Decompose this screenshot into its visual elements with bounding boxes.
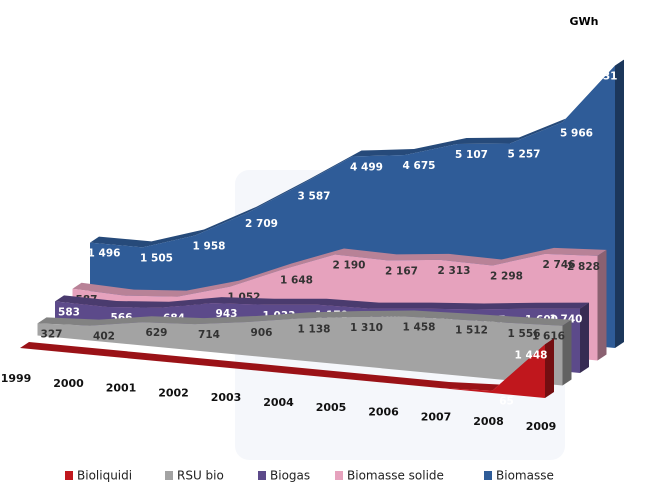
- legend-swatch: [165, 471, 173, 480]
- value-label: 2 709: [245, 218, 278, 230]
- value-label: 2 167: [385, 265, 418, 277]
- area-depth: [37, 310, 572, 326]
- value-label: 1 448: [515, 349, 548, 361]
- legend-swatch: [258, 471, 266, 480]
- value-label: 5 107: [455, 149, 488, 161]
- value-label: 1 505: [140, 252, 173, 264]
- legend-swatch: [335, 471, 343, 480]
- unit-label: GWh: [570, 15, 599, 28]
- area-side: [615, 59, 624, 348]
- value-label: 65: [499, 396, 514, 408]
- legend-label: Biomasse solide: [347, 469, 444, 483]
- area: [37, 316, 563, 386]
- area-side: [545, 338, 554, 398]
- value-label: 2 313: [438, 265, 471, 277]
- value-label: 4 675: [403, 160, 436, 172]
- value-label: 2 298: [490, 270, 523, 282]
- value-label: 1 496: [88, 248, 121, 260]
- value-label: 327: [41, 328, 63, 340]
- area-side: [562, 319, 572, 386]
- area: [20, 344, 545, 398]
- legend-label: RSU bio: [177, 469, 224, 483]
- area-depth: [55, 295, 589, 310]
- area-side: [597, 249, 607, 361]
- value-label: 714: [198, 329, 220, 341]
- x-tick-label: 2001: [106, 382, 137, 395]
- value-label: 2 190: [333, 259, 366, 271]
- value-label: 1 310: [350, 322, 383, 334]
- value-label: 5 966: [560, 127, 593, 139]
- value-label: 1 958: [193, 241, 226, 253]
- area-side: [580, 302, 589, 373]
- x-tick-label: 2007: [421, 410, 452, 423]
- value-label: 906: [251, 327, 273, 339]
- x-tick-label: 2005: [316, 401, 347, 414]
- value-label: 1 648: [280, 275, 313, 287]
- legend-label: Biogas: [270, 469, 310, 483]
- value-label: 1 556: [508, 328, 541, 340]
- value-label: 1 512: [455, 325, 488, 337]
- x-tick-label: 2004: [263, 396, 294, 409]
- x-tick-label: 1999: [1, 372, 32, 385]
- value-label: 5 257: [508, 148, 541, 160]
- value-label: 7 631: [585, 71, 618, 83]
- value-label: 629: [146, 327, 168, 339]
- value-label: 2 746: [543, 259, 576, 271]
- legend-swatch: [484, 471, 492, 480]
- value-label: 3 587: [298, 190, 331, 202]
- legend-label: Bioliquidi: [77, 469, 132, 483]
- x-tick-label: 2006: [368, 406, 399, 419]
- value-label: 4 499: [350, 162, 383, 174]
- value-label: 402: [93, 331, 115, 343]
- value-label: 1 458: [403, 322, 436, 334]
- legend-swatch: [65, 471, 73, 480]
- legend-label: Biomasse: [496, 469, 554, 483]
- x-tick-label: 2008: [473, 415, 504, 428]
- value-label: 1 616: [532, 331, 565, 343]
- x-tick-label: 2009: [526, 420, 557, 433]
- value-label: 2 828: [567, 261, 600, 273]
- value-label: 1 138: [298, 323, 331, 335]
- x-tick-label: 2000: [53, 377, 84, 390]
- x-tick-label: 2003: [211, 391, 242, 404]
- value-label: 583: [58, 306, 80, 318]
- x-tick-label: 2002: [158, 386, 189, 399]
- area-depth: [72, 247, 607, 297]
- area-depth: [90, 59, 624, 248]
